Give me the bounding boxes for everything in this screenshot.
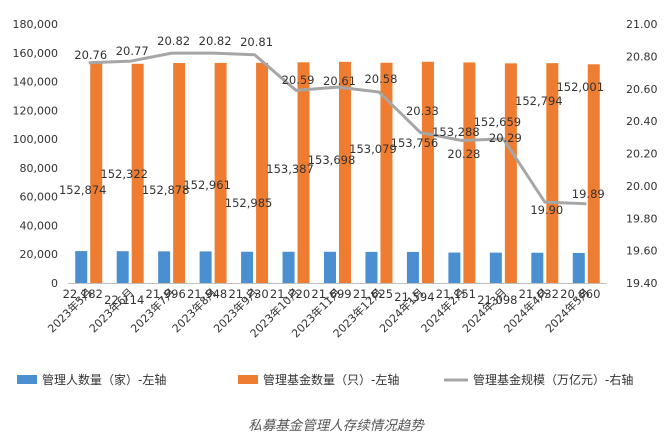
data-labels-layer: 22,182 152,874 20.76 22,114 152,322 20.77 21,9… — [59, 34, 605, 307]
legend-swatch-funds — [238, 375, 258, 384]
data-label-managers: 20,860 — [560, 287, 600, 301]
bar-funds — [214, 62, 227, 284]
data-label-managers: 21,098 — [477, 293, 517, 307]
bar-funds — [90, 63, 103, 284]
data-label-managers: 22,182 — [63, 287, 103, 301]
bar-funds — [421, 61, 434, 283]
y-left-tick-label: 80,000 — [20, 162, 59, 175]
bar-funds — [380, 62, 393, 283]
bar-managers — [116, 251, 129, 283]
bar-funds — [339, 61, 351, 283]
y-right-tick-label: 20.20 — [626, 148, 658, 161]
data-label-funds: 152,878 — [142, 183, 190, 197]
y-right-tick-label: 19.60 — [626, 245, 658, 258]
bar-funds — [173, 63, 186, 283]
data-label-managers: 21,594 — [394, 290, 434, 304]
legend: 管理人数量（家）-左轴 管理基金数量（只）-左轴 管理基金规模（万亿元）-右轴 — [17, 372, 633, 387]
bar-managers — [572, 252, 585, 283]
data-label-funds: 153,387 — [266, 162, 314, 176]
bars-layer — [75, 61, 600, 284]
bar-funds — [463, 62, 476, 283]
data-label-managers: 21,625 — [353, 287, 393, 301]
y-left-tick-label: 160,000 — [13, 47, 59, 60]
bar-managers — [75, 251, 88, 283]
data-label-scale: 20.59 — [282, 73, 315, 87]
data-label-scale: 20.58 — [364, 72, 397, 86]
data-label-scale: 20.77 — [116, 44, 149, 58]
legend-label-managers: 管理人数量（家）-左轴 — [42, 372, 166, 387]
data-label-funds: 152,659 — [474, 115, 522, 129]
bar-managers — [448, 252, 461, 283]
data-label-funds: 153,079 — [349, 142, 397, 156]
data-label-funds: 152,985 — [225, 196, 273, 210]
data-label-scale: 20.61 — [323, 74, 356, 88]
y-right-tick-label: 20.80 — [626, 50, 658, 63]
data-label-managers: 21,730 — [228, 287, 268, 301]
y-left-tick-label: 120,000 — [13, 104, 59, 117]
y-left-tick-label: 180,000 — [13, 18, 59, 31]
y-right-tick-label: 19.40 — [626, 277, 658, 290]
data-label-funds: 152,322 — [100, 167, 148, 181]
bar-managers — [199, 251, 212, 283]
legend-label-funds: 管理基金数量（只）-左轴 — [263, 372, 399, 387]
bar-managers — [531, 252, 544, 283]
data-label-managers: 21,151 — [436, 287, 476, 301]
bar-managers — [241, 251, 254, 283]
y-left-tick-label: 20,000 — [20, 248, 59, 261]
data-label-scale: 20.33 — [406, 104, 439, 118]
bar-funds — [131, 63, 144, 284]
data-label-funds: 153,698 — [308, 153, 356, 167]
data-label-funds: 152,961 — [183, 178, 231, 192]
data-label-scale: 20.29 — [489, 131, 522, 145]
y-right-tick-label: 19.80 — [626, 212, 658, 225]
y-right-tick-label: 20.00 — [626, 180, 658, 193]
y-left-tick-label: 140,000 — [13, 76, 59, 89]
y-right-tick-label: 21.00 — [626, 18, 658, 31]
data-label-scale: 20.81 — [240, 35, 273, 49]
bar-funds — [297, 62, 310, 283]
data-label-managers: 21,699 — [311, 287, 351, 301]
data-label-scale: 20.76 — [74, 48, 107, 62]
data-label-scale: 19.90 — [530, 203, 563, 217]
data-label-managers: 22,114 — [104, 293, 144, 307]
data-label-funds: 153,756 — [391, 136, 439, 150]
y-right-tick-label: 20.40 — [626, 115, 658, 128]
bar-managers — [158, 251, 171, 283]
data-label-managers: 21,948 — [187, 287, 227, 301]
data-label-funds: 152,794 — [515, 94, 563, 108]
data-label-managers: 21,720 — [270, 287, 310, 301]
bar-managers — [282, 251, 295, 283]
chart-caption: 私募基金管理人存续情况趋势 — [248, 418, 425, 434]
data-label-managers: 21,996 — [146, 287, 186, 301]
data-label-scale: 20.28 — [447, 147, 480, 161]
line-scale — [88, 51, 587, 206]
bar-funds — [587, 64, 600, 284]
bar-managers — [406, 251, 419, 283]
y-left-tick-label: 0 — [51, 277, 58, 290]
y-right-tick-label: 20.60 — [626, 83, 658, 96]
bar-managers — [365, 251, 378, 283]
data-label-scale: 20.82 — [199, 34, 232, 48]
legend-label-scale: 管理基金规模（万亿元）-右轴 — [473, 372, 633, 387]
y-left-tick-label: 60,000 — [20, 191, 59, 204]
data-label-scale: 19.89 — [572, 187, 605, 201]
legend-swatch-managers — [17, 375, 37, 384]
data-label-funds: 152,001 — [556, 80, 604, 94]
y-left-tick-label: 100,000 — [13, 133, 59, 146]
data-label-managers: 21,032 — [519, 287, 559, 301]
data-label-scale: 20.82 — [157, 34, 190, 48]
data-label-funds: 153,288 — [432, 125, 480, 139]
y-left-tick-label: 40,000 — [20, 219, 59, 232]
bar-funds — [504, 63, 517, 283]
line-layer — [88, 51, 587, 206]
bar-funds — [546, 63, 559, 284]
bar-managers — [324, 251, 336, 283]
bar-funds — [256, 62, 269, 283]
bar-managers — [489, 252, 502, 283]
data-label-funds: 152,874 — [59, 183, 107, 197]
